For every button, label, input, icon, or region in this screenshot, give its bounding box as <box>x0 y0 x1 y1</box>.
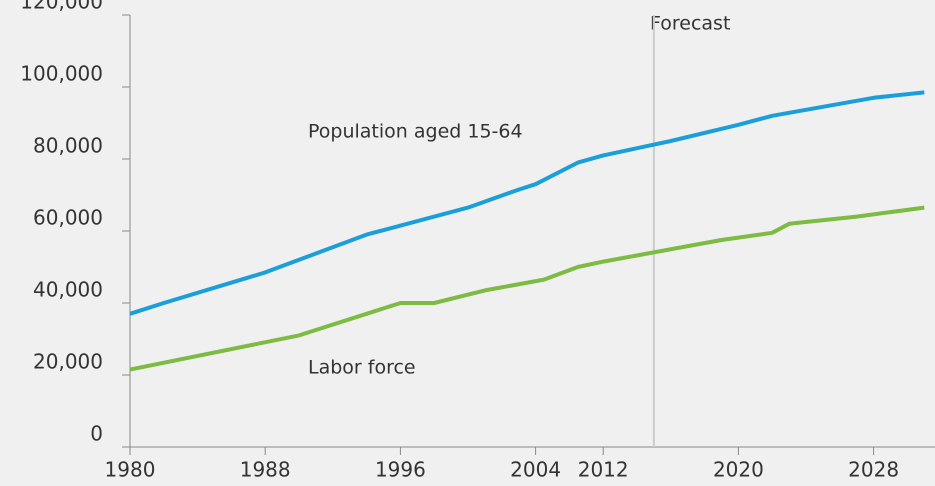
y-tick-label: 40,000 <box>33 278 103 302</box>
y-tick-label: 20,000 <box>33 350 103 374</box>
x-tick-label: 2028 <box>848 458 899 482</box>
y-tick-label: 0 <box>90 422 103 446</box>
y-tick-label: 100,000 <box>20 62 103 86</box>
x-tick-label: 1996 <box>375 458 426 482</box>
annotation: Labor force <box>308 357 416 379</box>
annotation: Forecast <box>650 13 730 35</box>
x-tick-label: 1980 <box>105 458 156 482</box>
y-tick-label: 80,000 <box>33 134 103 158</box>
series-line <box>129 90 925 316</box>
y-tick-label: 120,000 <box>20 0 103 14</box>
series-line <box>129 205 925 372</box>
x-tick-label: 2020 <box>713 458 764 482</box>
annotation: Population aged 15-64 <box>308 121 523 143</box>
x-tick-label: 2004 <box>510 458 561 482</box>
y-tick-label: 60,000 <box>33 206 103 230</box>
x-tick-label: 1988 <box>240 458 291 482</box>
x-tick-label: 2012 <box>578 458 629 482</box>
